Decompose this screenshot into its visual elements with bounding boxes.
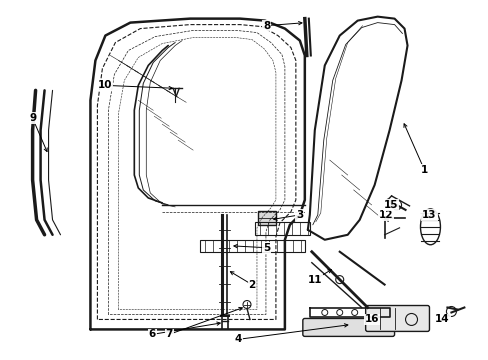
Bar <box>200 240 304 252</box>
FancyBboxPatch shape <box>302 319 394 336</box>
Text: 12: 12 <box>378 210 392 220</box>
Text: 15: 15 <box>383 200 397 210</box>
Text: 10: 10 <box>98 80 112 90</box>
Text: 16: 16 <box>364 314 378 324</box>
FancyBboxPatch shape <box>365 306 428 332</box>
Text: 8: 8 <box>263 21 270 31</box>
Text: 5: 5 <box>263 243 270 253</box>
Text: 1: 1 <box>420 165 427 175</box>
Text: 13: 13 <box>421 210 436 220</box>
Bar <box>254 222 309 235</box>
Text: 3: 3 <box>296 210 303 220</box>
Text: 6: 6 <box>148 329 156 339</box>
Text: 4: 4 <box>234 334 241 345</box>
Text: 11: 11 <box>307 275 322 285</box>
Text: 2: 2 <box>248 280 255 289</box>
Bar <box>258 211 275 225</box>
Text: 7: 7 <box>165 329 173 339</box>
Text: 14: 14 <box>434 314 449 324</box>
Text: 9: 9 <box>29 113 36 123</box>
Circle shape <box>335 276 343 284</box>
